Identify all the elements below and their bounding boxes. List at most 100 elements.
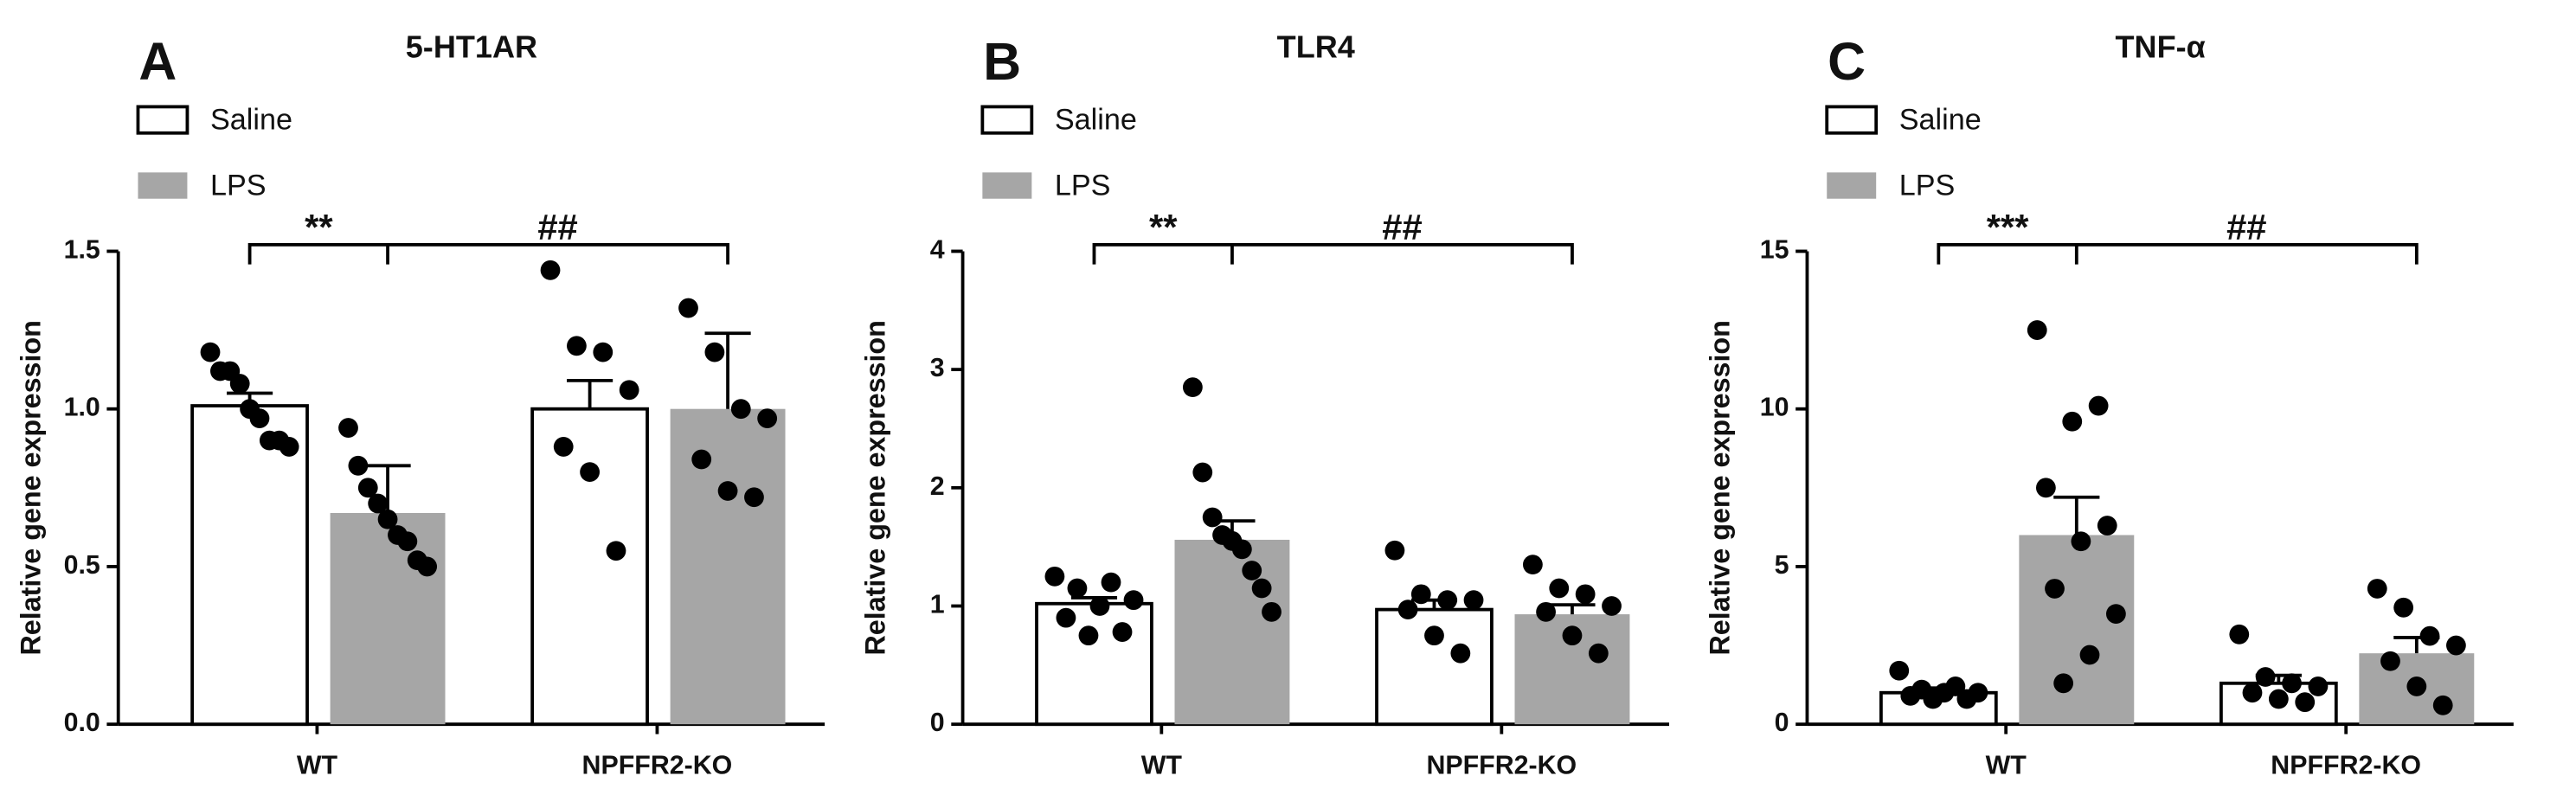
data-point [229, 374, 250, 394]
data-point [1182, 377, 1203, 398]
significance-label: ## [1382, 207, 1422, 247]
legend-label: LPS [1055, 169, 1111, 202]
data-point [1463, 590, 1484, 611]
data-point [397, 531, 418, 552]
legend-swatch [982, 172, 1032, 199]
x-tick-label: WT [1986, 752, 2027, 780]
legend-label: Saline [1899, 104, 1982, 137]
y-tick-label: 0 [1775, 709, 1789, 737]
significance-label: *** [1987, 207, 2029, 247]
data-point [1067, 578, 1088, 599]
legend-swatch [1825, 105, 1879, 135]
data-point [1262, 601, 1282, 622]
panel-label: A [138, 32, 177, 91]
y-tick-label: 3 [930, 354, 945, 382]
data-point [744, 487, 764, 508]
y-tick-label: 15 [1760, 235, 1789, 264]
data-point [717, 481, 738, 501]
error-bar [567, 378, 613, 409]
x-tick-label: WT [1141, 752, 1183, 780]
legend-label: LPS [210, 169, 267, 202]
data-point [1549, 578, 1570, 599]
panel-label: C [1828, 32, 1866, 91]
x-tick-label: NPFFR2-KO [1426, 752, 1577, 780]
data-point [1889, 660, 1910, 681]
data-point [2380, 651, 2400, 671]
data-point [2393, 597, 2414, 618]
data-point [1956, 689, 1977, 709]
y-axis-label: Relative gene expression [859, 320, 890, 655]
data-point [1089, 596, 1110, 616]
data-point [1101, 572, 1121, 593]
data-point [2106, 604, 2126, 625]
x-tick-label: NPFFR2-KO [582, 752, 733, 780]
significance-bracket [1092, 242, 1574, 265]
data-point [2062, 411, 2083, 432]
data-point [2432, 695, 2453, 715]
data-point [1450, 643, 1471, 664]
y-tick-label: 2 [930, 472, 945, 501]
data-point [1202, 507, 1223, 528]
data-point [678, 298, 698, 318]
data-point [1437, 590, 1458, 611]
data-point [1044, 566, 1065, 587]
error-bar [1549, 603, 1596, 615]
data-point [1384, 540, 1405, 561]
data-point [2446, 635, 2466, 656]
data-point [2053, 673, 2074, 694]
x-tick-label: NPFFR2-KO [2271, 752, 2421, 780]
data-point [1410, 584, 1431, 605]
data-point [1242, 561, 1262, 580]
data-point [1602, 596, 1622, 616]
y-tick-label: 0.5 [64, 551, 100, 580]
data-point [2419, 625, 2440, 646]
data-point [2045, 579, 2065, 599]
data-point [1424, 625, 1444, 646]
y-tick-label: 1.0 [64, 394, 100, 422]
data-point [200, 342, 221, 362]
data-point [553, 437, 574, 457]
y-tick-label: 10 [1760, 394, 1789, 422]
bar [190, 404, 309, 727]
y-axis-label: Relative gene expression [16, 320, 47, 655]
y-tick-label: 1 [930, 591, 945, 619]
y-tick-label: 0.0 [64, 709, 100, 737]
data-point [1588, 643, 1609, 664]
data-point [1056, 607, 1076, 628]
legend-label: Saline [210, 104, 292, 137]
data-point [1231, 539, 1252, 560]
y-axis-label: Relative gene expression [1704, 320, 1735, 655]
data-point [249, 408, 270, 429]
bar [670, 408, 786, 725]
data-point [580, 462, 600, 482]
data-point [2295, 692, 2316, 713]
significance-label: ## [2226, 207, 2266, 247]
bar [330, 512, 446, 725]
data-point [1536, 601, 1556, 622]
legend-swatch [138, 172, 188, 199]
data-point [1900, 685, 1921, 706]
data-point [704, 342, 725, 362]
data-point [1112, 622, 1133, 642]
y-tick-label: 4 [930, 235, 945, 264]
significance-bracket [1937, 242, 2419, 265]
data-point [567, 336, 587, 356]
data-point [279, 437, 299, 457]
significance-bracket [247, 242, 729, 265]
data-point [691, 449, 712, 470]
x-tick-label: WT [297, 752, 338, 780]
data-point [1123, 590, 1144, 611]
data-point [2268, 689, 2289, 709]
bar [530, 407, 649, 727]
legend-label: LPS [1899, 169, 1956, 202]
data-point [593, 342, 613, 362]
data-point [2071, 531, 2091, 552]
data-point [1923, 689, 1943, 709]
significance-label: ** [305, 207, 333, 247]
data-point [730, 399, 751, 420]
y-tick-label: 5 [1775, 551, 1789, 580]
data-point [2079, 644, 2100, 665]
data-point [1192, 462, 1213, 483]
bar [1035, 601, 1153, 727]
